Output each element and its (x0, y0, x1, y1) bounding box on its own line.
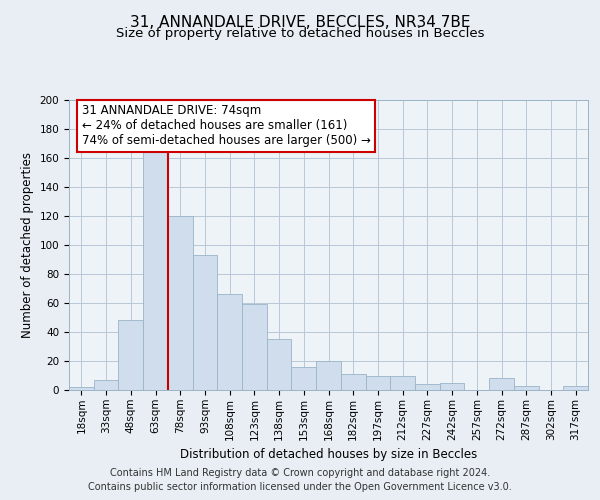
Bar (514, 386, 539, 390)
Text: Contains public sector information licensed under the Open Government Licence v3: Contains public sector information licen… (88, 482, 512, 492)
Bar (242, 304, 267, 390)
Bar (217, 294, 242, 390)
Y-axis label: Number of detached properties: Number of detached properties (21, 152, 34, 338)
Bar (316, 361, 341, 390)
Bar (193, 255, 217, 390)
Bar (563, 386, 588, 390)
Bar (341, 374, 365, 390)
Text: Size of property relative to detached houses in Beccles: Size of property relative to detached ho… (116, 28, 484, 40)
Bar (489, 378, 514, 390)
Bar (292, 367, 316, 390)
Text: Contains HM Land Registry data © Crown copyright and database right 2024.: Contains HM Land Registry data © Crown c… (110, 468, 490, 477)
Text: 31, ANNANDALE DRIVE, BECCLES, NR34 7BE: 31, ANNANDALE DRIVE, BECCLES, NR34 7BE (130, 15, 470, 30)
Bar (69, 387, 94, 390)
Bar (440, 383, 464, 390)
X-axis label: Distribution of detached houses by size in Beccles: Distribution of detached houses by size … (180, 448, 477, 461)
Bar (390, 376, 415, 390)
Bar (415, 384, 440, 390)
Bar (365, 376, 390, 390)
Text: 31 ANNANDALE DRIVE: 74sqm
← 24% of detached houses are smaller (161)
74% of semi: 31 ANNANDALE DRIVE: 74sqm ← 24% of detac… (82, 104, 371, 148)
Bar (168, 216, 193, 390)
Bar (94, 380, 118, 390)
Bar (267, 339, 292, 390)
Bar (143, 148, 168, 390)
Bar (118, 320, 143, 390)
